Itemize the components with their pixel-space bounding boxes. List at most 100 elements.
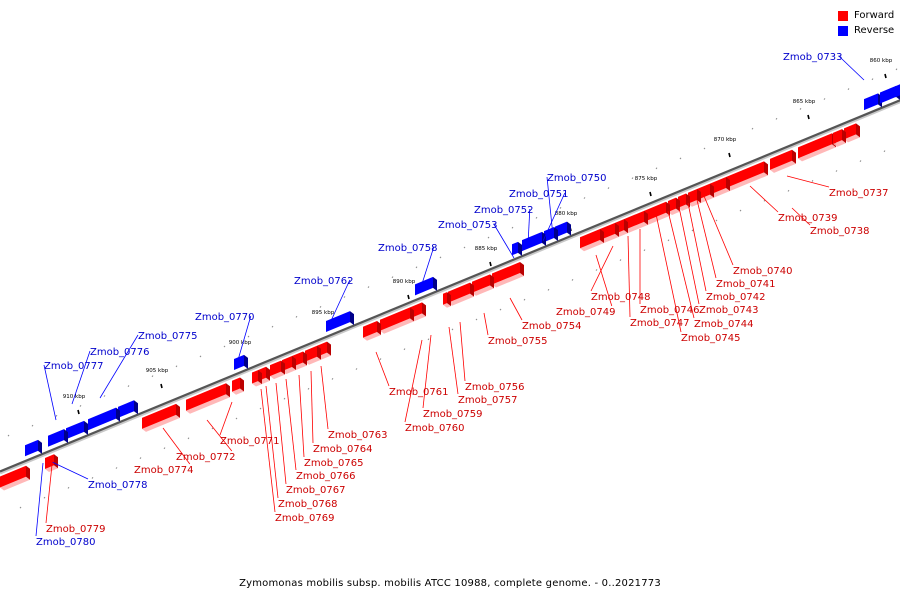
- gene-box-face: [844, 123, 856, 140]
- gene-box-face: [270, 360, 281, 377]
- gene-label-zmob-0763[interactable]: Zmob_0763: [328, 430, 388, 441]
- forward-gene-box[interactable]: [770, 149, 796, 173]
- gene-label-zmob-0749[interactable]: Zmob_0749: [556, 307, 616, 318]
- reverse-gene-box[interactable]: [48, 429, 68, 450]
- gene-label-zmob-0748[interactable]: Zmob_0748: [591, 292, 651, 303]
- gene-label-zmob-0780[interactable]: Zmob_0780: [36, 537, 96, 548]
- gene-label-zmob-0777[interactable]: Zmob_0777: [44, 361, 104, 372]
- gene-label-zmob-0768[interactable]: Zmob_0768: [278, 499, 338, 510]
- forward-gene-box[interactable]: [624, 210, 648, 234]
- forward-gene-box[interactable]: [232, 377, 244, 395]
- gene-box-face: [833, 129, 842, 144]
- gene-box-face: [522, 231, 542, 252]
- reverse-gene-box[interactable]: [25, 439, 42, 459]
- gene-label-zmob-0764[interactable]: Zmob_0764: [313, 444, 373, 455]
- gene-box-side: [226, 383, 230, 398]
- forward-gene-box[interactable]: [363, 320, 381, 341]
- gene-label-zmob-0753[interactable]: Zmob_0753: [438, 220, 498, 231]
- gene-label-zmob-0778[interactable]: Zmob_0778: [88, 480, 148, 491]
- gene-label-zmob-0742[interactable]: Zmob_0742: [706, 292, 766, 303]
- gene-label-zmob-0758[interactable]: Zmob_0758: [378, 243, 438, 254]
- guide-dash: [19, 506, 22, 509]
- gene-label-zmob-0741[interactable]: Zmob_0741: [716, 279, 776, 290]
- guide-dash: [631, 177, 634, 180]
- gene-label-zmob-0740[interactable]: Zmob_0740: [733, 266, 793, 277]
- forward-gene-box[interactable]: [492, 262, 524, 288]
- reverse-gene-box[interactable]: [544, 226, 558, 245]
- gene-label-zmob-0762[interactable]: Zmob_0762: [294, 276, 354, 287]
- gene-label-zmob-0760[interactable]: Zmob_0760: [405, 423, 465, 434]
- forward-gene-box[interactable]: [380, 307, 414, 334]
- forward-gene-box[interactable]: [448, 282, 474, 306]
- gene-box-shadow: [600, 233, 619, 243]
- reverse-gene-box[interactable]: [415, 276, 437, 298]
- gene-label-zmob-0771[interactable]: Zmob_0771: [220, 436, 280, 447]
- gene-label-zmob-0757[interactable]: Zmob_0757: [458, 395, 518, 406]
- gene-label-zmob-0747[interactable]: Zmob_0747: [630, 318, 690, 329]
- gene-leader-line: [509, 297, 523, 321]
- gene-label-zmob-0775[interactable]: Zmob_0775: [138, 331, 198, 342]
- gene-label-zmob-0733[interactable]: Zmob_0733: [783, 52, 843, 63]
- gene-label-zmob-0774[interactable]: Zmob_0774: [134, 465, 194, 476]
- forward-gene-box[interactable]: [0, 465, 30, 491]
- reverse-gene-box[interactable]: [234, 354, 248, 373]
- forward-gene-box[interactable]: [833, 129, 846, 147]
- gene-box-shadow: [270, 371, 285, 380]
- gene-label-zmob-0761[interactable]: Zmob_0761: [389, 387, 449, 398]
- gene-label-zmob-0739[interactable]: Zmob_0739: [778, 213, 838, 224]
- forward-gene-box[interactable]: [844, 123, 860, 143]
- gene-label-zmob-0746[interactable]: Zmob_0746: [640, 305, 700, 316]
- forward-gene-box[interactable]: [252, 370, 262, 387]
- kbp-tick-label: 875 kbp: [635, 176, 658, 182]
- gene-label-zmob-0766[interactable]: Zmob_0766: [296, 471, 356, 482]
- gene-label-zmob-0776[interactable]: Zmob_0776: [90, 347, 150, 358]
- gene-box-shadow: [833, 140, 846, 147]
- gene-label-zmob-0755[interactable]: Zmob_0755: [488, 336, 548, 347]
- reverse-gene-box[interactable]: [118, 400, 138, 421]
- guide-dash: [739, 209, 742, 212]
- forward-gene-box[interactable]: [443, 292, 451, 308]
- forward-gene-box[interactable]: [580, 229, 604, 252]
- reverse-gene-box[interactable]: [512, 241, 522, 258]
- gene-box-face: [232, 377, 240, 392]
- gene-label-zmob-0767[interactable]: Zmob_0767: [286, 485, 346, 496]
- gene-label-zmob-0745[interactable]: Zmob_0745: [681, 333, 741, 344]
- guide-dash: [451, 328, 454, 331]
- legend-forward-label: Forward: [854, 10, 895, 21]
- kbp-tick-mark: [884, 73, 887, 79]
- gene-box-shadow: [443, 303, 451, 308]
- gene-leader-line: [493, 223, 515, 259]
- guide-dash: [55, 414, 58, 417]
- forward-gene-box[interactable]: [726, 161, 768, 192]
- gene-label-zmob-0738[interactable]: Zmob_0738: [810, 226, 870, 237]
- gene-label-zmob-0779[interactable]: Zmob_0779: [46, 524, 106, 535]
- gene-box-side: [600, 229, 604, 243]
- guide-dash: [259, 407, 262, 410]
- gene-label-zmob-0770[interactable]: Zmob_0770: [195, 312, 255, 323]
- gene-box-side: [377, 320, 381, 335]
- gene-label-zmob-0754[interactable]: Zmob_0754: [522, 321, 582, 332]
- gene-label-zmob-0750[interactable]: Zmob_0750: [547, 173, 607, 184]
- gene-label-zmob-0744[interactable]: Zmob_0744: [694, 319, 754, 330]
- forward-gene-box[interactable]: [472, 274, 494, 296]
- reverse-gene-box[interactable]: [66, 420, 88, 442]
- gene-label-zmob-0769[interactable]: Zmob_0769: [275, 513, 335, 524]
- reverse-gene-box[interactable]: [895, 82, 900, 100]
- reverse-gene-box[interactable]: [326, 311, 354, 335]
- forward-gene-box[interactable]: [142, 403, 180, 432]
- forward-gene-box[interactable]: [305, 345, 321, 365]
- gene-label-zmob-0751[interactable]: Zmob_0751: [509, 189, 569, 200]
- reverse-gene-box[interactable]: [88, 407, 120, 434]
- gene-label-zmob-0759[interactable]: Zmob_0759: [423, 409, 483, 420]
- gene-label-zmob-0737[interactable]: Zmob_0737: [829, 188, 889, 199]
- gene-label-zmob-0756[interactable]: Zmob_0756: [465, 382, 525, 393]
- gene-leader-line: [678, 206, 700, 305]
- gene-label-zmob-0765[interactable]: Zmob_0765: [304, 458, 364, 469]
- gene-label-zmob-0743[interactable]: Zmob_0743: [699, 305, 759, 316]
- gene-label-zmob-0772[interactable]: Zmob_0772: [176, 452, 236, 463]
- gene-label-zmob-0752[interactable]: Zmob_0752: [474, 205, 534, 216]
- guide-dash: [355, 368, 358, 370]
- forward-gene-box[interactable]: [186, 383, 230, 414]
- forward-gene-box[interactable]: [270, 360, 285, 380]
